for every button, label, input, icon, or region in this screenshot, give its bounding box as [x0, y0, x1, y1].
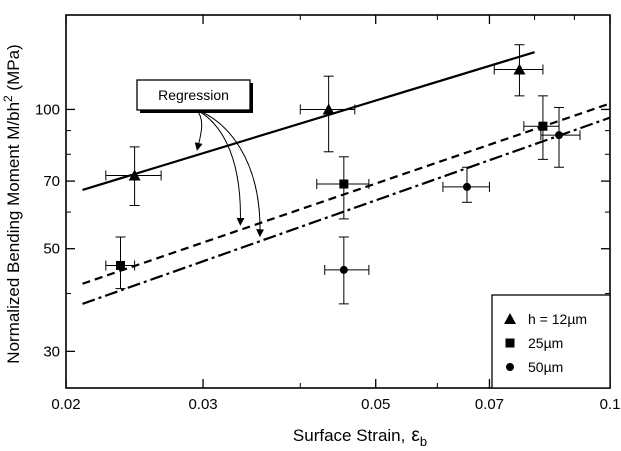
y-tick-label: 50 — [43, 241, 60, 258]
annotation-box — [136, 79, 251, 111]
regression-lines — [82, 51, 611, 305]
legend-triangle-marker — [504, 313, 516, 324]
legend-label: h = 12µm — [528, 311, 587, 327]
circle-marker — [462, 182, 471, 191]
square-marker — [538, 121, 548, 131]
circle-marker — [339, 265, 348, 274]
y-axis-title-text: Normalized Bending Moment M/bh — [4, 102, 23, 364]
y-axis-title-superscript: 2 — [1, 95, 15, 102]
annotation-arrow — [196, 109, 245, 226]
x-axis-title-subscript: b — [420, 434, 427, 449]
annotation-arrow — [194, 109, 203, 151]
y-axis-title: Normalized Bending Moment M/bh2 (MPa) — [1, 44, 23, 363]
square-marker — [339, 179, 349, 189]
x-axis-title: Surface Strain, εb — [293, 425, 427, 449]
y-tick-label: 30 — [43, 343, 60, 360]
regression-line-3 — [82, 116, 611, 305]
regression-line-1 — [82, 51, 535, 191]
legend: h = 12µm 25µm 50µm — [491, 294, 611, 389]
triangle-marker — [128, 169, 141, 181]
circle-marker — [555, 131, 564, 140]
y-tick-label: 100 — [35, 101, 60, 118]
x-tick-label: 0.03 — [188, 396, 217, 413]
axis-tick-labels: 0.02 0.03 0.05 0.07 0.1 30 50 70 100 — [35, 101, 620, 413]
x-axis-title-symbol: ε — [411, 425, 420, 446]
legend-label: 50µm — [528, 359, 563, 375]
legend-circle-marker — [506, 363, 514, 371]
x-tick-label: 0.02 — [51, 396, 80, 413]
legend-square-marker — [505, 338, 515, 348]
annotation-label: Regression — [158, 87, 229, 103]
triangle-marker — [513, 63, 526, 75]
x-tick-label: 0.05 — [361, 396, 390, 413]
square-marker — [116, 260, 126, 270]
x-tick-label: 0.1 — [600, 396, 621, 413]
data-markers — [116, 63, 564, 274]
x-tick-label: 0.07 — [475, 396, 504, 413]
y-tick-label: 70 — [43, 173, 60, 190]
annotation-arrow — [196, 109, 265, 238]
regression-annotation: Regression — [136, 79, 265, 238]
regression-line-2 — [82, 102, 611, 285]
y-axis-title-unit: (MPa) — [4, 44, 23, 95]
legend-label: 25µm — [528, 335, 563, 351]
plot-area-frame — [65, 14, 611, 389]
x-axis-title-text: Surface Strain, — [293, 426, 405, 445]
triangle-marker — [322, 103, 335, 115]
